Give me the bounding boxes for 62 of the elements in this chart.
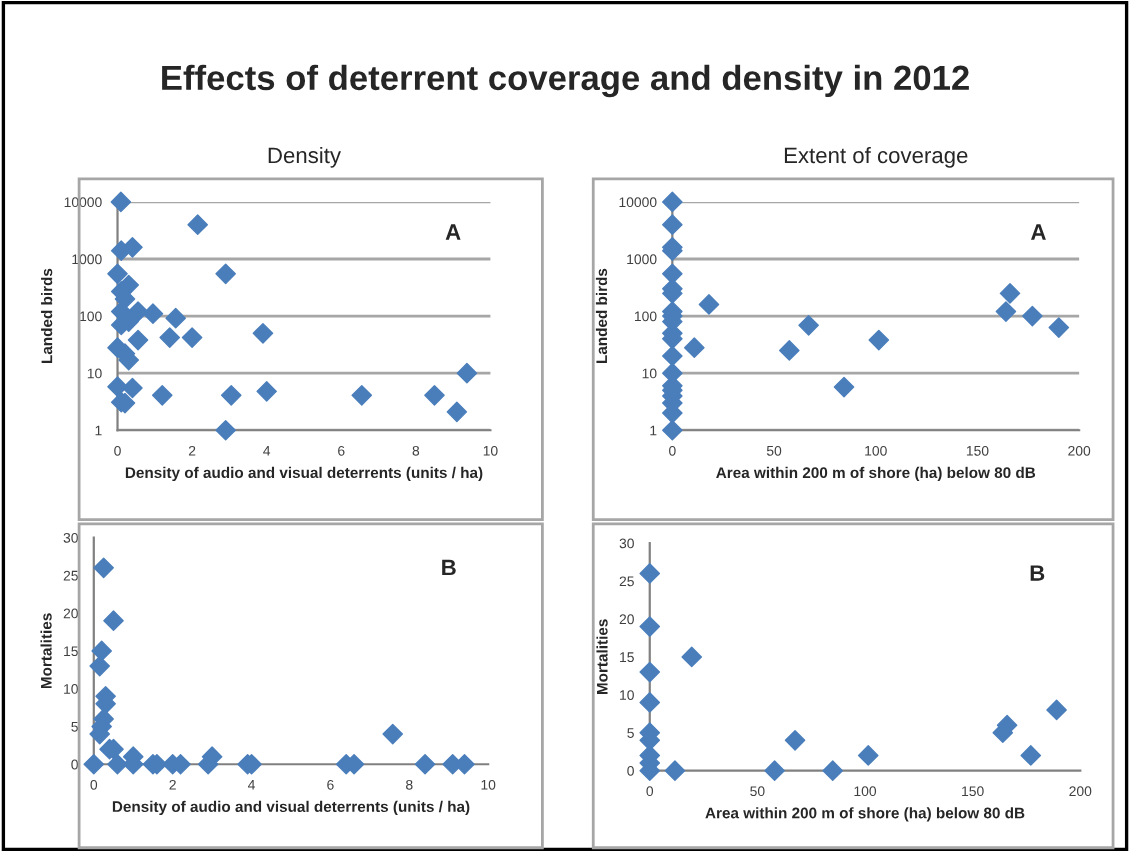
point (127, 329, 149, 351)
point (639, 616, 661, 637)
point (215, 419, 236, 441)
point (664, 760, 686, 781)
text: Effects of deterrent coverage and density in 2012 (162, 64, 969, 98)
annotation: B (442, 559, 456, 576)
point (93, 557, 114, 579)
point (107, 263, 128, 285)
point (639, 563, 661, 584)
point (187, 214, 209, 235)
point (159, 327, 181, 348)
point (764, 760, 785, 781)
annotation: B (1030, 565, 1045, 581)
point (639, 692, 661, 713)
point (181, 327, 203, 348)
point (103, 610, 124, 632)
point (1020, 745, 1042, 766)
point (995, 301, 1017, 322)
point (1046, 699, 1067, 721)
point (683, 337, 705, 358)
point (456, 362, 478, 384)
point (1022, 305, 1043, 327)
point (107, 753, 128, 775)
point (857, 745, 879, 766)
point (798, 314, 819, 336)
point (151, 384, 173, 406)
point (165, 307, 187, 329)
point (89, 655, 111, 677)
point (122, 377, 143, 399)
point (252, 322, 274, 344)
point (351, 384, 373, 406)
point (424, 384, 445, 406)
annotation: A (445, 224, 461, 240)
point (639, 661, 661, 683)
point (662, 419, 683, 441)
point (220, 384, 242, 406)
point (784, 729, 806, 751)
point (1048, 317, 1070, 338)
point (382, 723, 404, 745)
point (698, 294, 720, 315)
point (142, 303, 164, 325)
point (662, 191, 683, 213)
chart-subtitle: Density (268, 146, 341, 168)
point (215, 263, 236, 285)
point (999, 283, 1021, 304)
point (662, 214, 683, 235)
chart-subtitle: Extent of coverage (784, 146, 968, 168)
point (833, 376, 855, 398)
point (868, 329, 890, 351)
point (414, 753, 436, 775)
point (778, 340, 800, 361)
point (91, 640, 112, 662)
point (681, 646, 703, 668)
point (446, 401, 468, 423)
point (822, 760, 844, 781)
point (256, 381, 277, 402)
point (110, 191, 132, 213)
annotation: A (1031, 224, 1046, 240)
point (662, 345, 683, 367)
point (122, 237, 143, 258)
point (83, 753, 105, 775)
point (662, 263, 683, 285)
